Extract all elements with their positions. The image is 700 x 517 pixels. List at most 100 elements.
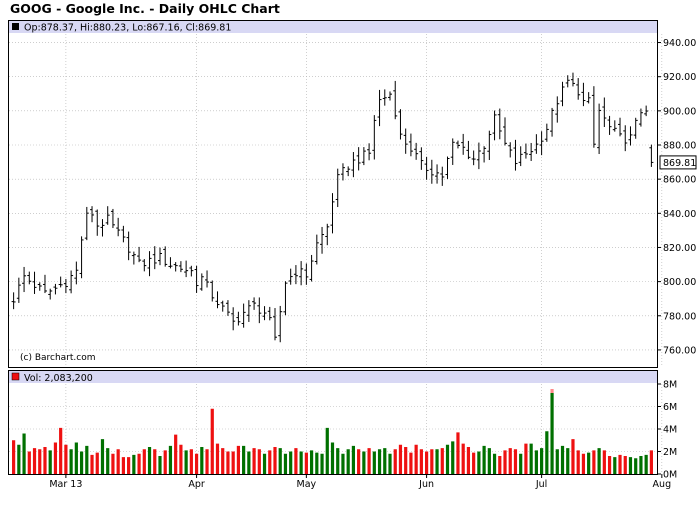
volume-bar (628, 457, 633, 474)
ohlc-bar (178, 261, 183, 273)
ohlc-bar (32, 271, 37, 294)
volume-bar (398, 444, 403, 474)
volume-bar (184, 450, 188, 474)
price-tick-label: 940.00 (663, 38, 696, 49)
volume-bar (158, 456, 162, 474)
volume-axis: 0M 2M 4M 6M 8M (657, 380, 677, 481)
ohlc-bar (534, 134, 539, 154)
volume-bar (477, 451, 481, 474)
volume-bar (492, 453, 497, 474)
volume-bar (445, 444, 450, 474)
price-tick-label: 920.00 (663, 72, 696, 83)
ohlc-bar (252, 297, 257, 310)
ohlc-bar (450, 138, 455, 165)
volume-bar (236, 445, 241, 474)
volume-bar (242, 445, 246, 474)
ohlc-bar (492, 110, 497, 141)
volume-bar (100, 439, 105, 474)
volume-tick-label: 2M (663, 447, 677, 458)
ohlc-bar (424, 156, 429, 180)
volume-bar (529, 443, 533, 474)
ohlc-bar (137, 246, 142, 263)
ohlc-bar (602, 97, 607, 128)
volume-bar (613, 457, 617, 474)
volume-bar (336, 448, 340, 474)
volume-bar (231, 451, 235, 474)
ohlc-bar (565, 75, 570, 88)
ohlc-bar (22, 266, 27, 293)
ohlc-bar (225, 300, 230, 316)
ohlc-bar (121, 225, 126, 243)
last-close-marker: 869.81 (659, 155, 697, 170)
ohlc-bar (623, 125, 628, 152)
volume-bar (388, 453, 392, 474)
ohlc-bar (461, 133, 466, 155)
volume-bar (435, 449, 439, 474)
ohlc-bar (110, 208, 115, 229)
ohlc-bar (163, 246, 168, 267)
ohlc-bar (69, 270, 74, 294)
x-tick-label: Mar 13 (49, 479, 82, 490)
volume-bar (534, 450, 538, 474)
volume-bar (566, 448, 570, 474)
ohlc-bar (142, 259, 147, 272)
ohlc-bar (215, 291, 220, 309)
ohlc-bar (523, 143, 528, 159)
volume-bar (22, 433, 26, 474)
ohlc-bar (257, 297, 262, 324)
ohlc-bar (597, 103, 602, 155)
ohlc-bar (95, 209, 100, 236)
volume-bar (367, 448, 371, 474)
volume-bar (634, 458, 638, 474)
price-panel-header (9, 21, 657, 33)
ohlc-bar (184, 260, 189, 278)
ohlc-bar (267, 306, 272, 321)
ohlc-bar (435, 164, 440, 184)
volume-bar (472, 452, 476, 474)
ohlc-bar (53, 283, 58, 295)
ohlc-bar (37, 282, 42, 291)
volume-bar (289, 451, 293, 474)
ohlc-bar (419, 147, 424, 170)
ohlc-bar (503, 117, 508, 146)
volume-bar (419, 449, 423, 474)
volume-bar (247, 451, 251, 474)
volume-bar (571, 439, 575, 474)
volume-bar (456, 432, 460, 474)
ohlc-bar (367, 143, 372, 161)
ohlc-bar (126, 231, 131, 261)
ohlc-bar (340, 163, 345, 181)
ohlc-bar (508, 142, 513, 158)
volume-bar (189, 449, 193, 474)
ohlc-bar (361, 147, 366, 166)
ohlc-bar (157, 247, 162, 266)
volume-bar (581, 453, 586, 474)
volume-label: Vol: 2,083,200 (24, 373, 93, 384)
ohlc-bar (351, 152, 356, 178)
volume-bar (649, 450, 653, 474)
ohlc-bar (293, 265, 298, 285)
volume-bar (576, 450, 580, 474)
volume-bar (587, 452, 591, 474)
volume-bar (357, 449, 361, 474)
volume-bar (278, 448, 282, 474)
volume-bar (424, 451, 429, 474)
ohlc-bar (79, 236, 84, 279)
chart-title: GOOG - Google Inc. - Daily OHLC Chart (10, 1, 280, 16)
ohlc-bar (58, 276, 63, 288)
ohlc-bar (278, 305, 283, 343)
volume-bar (440, 448, 444, 474)
volume-bar (252, 448, 256, 474)
ohlc-bar (90, 206, 95, 223)
price-tick-label: 860.00 (663, 175, 696, 186)
volume-bar (69, 449, 73, 474)
ohlc-bar (27, 271, 32, 285)
volume-tick-label: 8M (663, 380, 677, 391)
last-close-label: 869.81 (663, 158, 696, 169)
ohlc-bar (84, 206, 89, 241)
price-grid (9, 34, 663, 367)
volume-bar (545, 431, 549, 474)
ohlc-bar (74, 261, 79, 285)
ohlc-bar (262, 306, 267, 321)
